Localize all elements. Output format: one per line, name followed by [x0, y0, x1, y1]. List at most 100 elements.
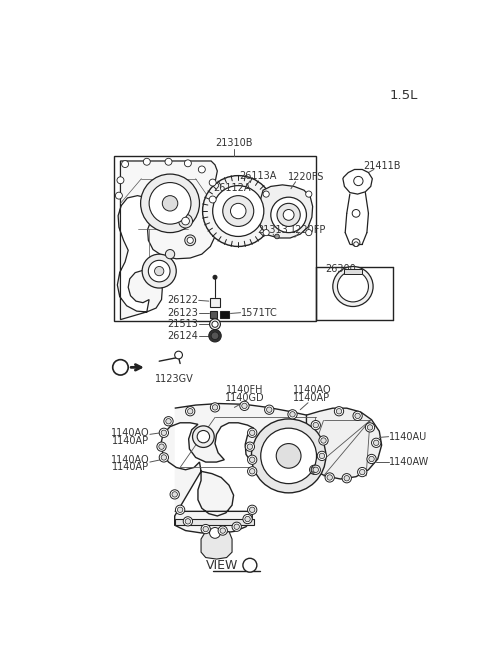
Circle shape: [373, 440, 379, 445]
Circle shape: [252, 419, 326, 493]
Text: 1140GD: 1140GD: [225, 393, 264, 403]
Circle shape: [162, 196, 178, 211]
Circle shape: [248, 505, 257, 514]
Circle shape: [234, 524, 240, 529]
Circle shape: [352, 210, 360, 217]
Circle shape: [201, 525, 210, 534]
Circle shape: [250, 457, 255, 462]
Circle shape: [310, 465, 319, 474]
Text: 1140AO: 1140AO: [293, 385, 331, 396]
Circle shape: [335, 407, 344, 416]
Text: A: A: [247, 560, 253, 571]
Circle shape: [319, 453, 324, 458]
Circle shape: [213, 275, 217, 279]
Circle shape: [197, 430, 210, 443]
Circle shape: [209, 179, 216, 186]
Circle shape: [232, 522, 241, 531]
Circle shape: [248, 455, 257, 464]
Circle shape: [203, 176, 274, 246]
Circle shape: [192, 426, 214, 447]
Circle shape: [261, 428, 316, 483]
Text: A: A: [118, 363, 123, 372]
Circle shape: [245, 442, 254, 451]
Circle shape: [248, 466, 257, 476]
Circle shape: [367, 424, 372, 430]
Circle shape: [312, 467, 317, 472]
Circle shape: [212, 405, 218, 410]
Circle shape: [198, 166, 205, 173]
Circle shape: [148, 260, 170, 282]
Polygon shape: [258, 185, 312, 238]
Text: 26113A: 26113A: [239, 172, 276, 181]
Circle shape: [155, 267, 164, 276]
Circle shape: [337, 271, 369, 302]
Circle shape: [243, 514, 252, 523]
Circle shape: [142, 254, 176, 288]
Text: 1220FP: 1220FP: [290, 225, 326, 234]
Bar: [210, 311, 217, 318]
Circle shape: [263, 191, 269, 197]
Circle shape: [313, 467, 318, 472]
Text: 1140AW: 1140AW: [389, 457, 430, 467]
Circle shape: [319, 436, 328, 445]
Circle shape: [367, 455, 376, 464]
Text: 1140AO: 1140AO: [110, 428, 149, 438]
Circle shape: [185, 519, 191, 524]
Circle shape: [245, 516, 250, 522]
Text: 21411B: 21411B: [364, 160, 401, 170]
Text: 1.5L: 1.5L: [390, 89, 418, 102]
Polygon shape: [299, 408, 382, 479]
Circle shape: [209, 329, 221, 342]
Circle shape: [159, 444, 164, 449]
Circle shape: [317, 451, 326, 460]
Circle shape: [117, 177, 124, 183]
Circle shape: [166, 250, 175, 259]
Circle shape: [372, 438, 381, 447]
Circle shape: [365, 422, 375, 432]
Circle shape: [184, 160, 192, 167]
Circle shape: [211, 332, 219, 340]
Circle shape: [306, 191, 312, 197]
Text: 1140AU: 1140AU: [389, 432, 428, 441]
Text: 1140AO: 1140AO: [110, 455, 149, 465]
Circle shape: [283, 210, 294, 220]
Circle shape: [166, 419, 171, 424]
Text: 1220FS: 1220FS: [288, 172, 324, 182]
Circle shape: [149, 183, 191, 224]
Polygon shape: [117, 161, 217, 320]
Circle shape: [161, 430, 167, 436]
Bar: [175, 519, 254, 525]
Circle shape: [181, 217, 190, 225]
Circle shape: [336, 409, 342, 414]
Circle shape: [179, 214, 192, 228]
Circle shape: [141, 174, 200, 233]
Circle shape: [250, 507, 255, 512]
Circle shape: [159, 453, 168, 462]
Text: 1123GV: 1123GV: [156, 374, 194, 384]
Circle shape: [209, 196, 216, 203]
Circle shape: [313, 422, 318, 428]
Circle shape: [333, 267, 373, 307]
Circle shape: [230, 203, 246, 219]
Circle shape: [325, 473, 335, 482]
Circle shape: [306, 229, 312, 236]
Text: 1140AP: 1140AP: [112, 462, 149, 472]
Circle shape: [311, 421, 321, 430]
Text: 26124: 26124: [167, 331, 198, 341]
Circle shape: [212, 321, 218, 328]
Circle shape: [175, 351, 182, 359]
Circle shape: [264, 405, 274, 415]
Circle shape: [220, 528, 226, 533]
Text: 26300: 26300: [325, 264, 356, 274]
Circle shape: [327, 475, 333, 480]
Text: 1571TC: 1571TC: [241, 308, 278, 318]
Bar: [210, 298, 220, 307]
Circle shape: [188, 409, 193, 414]
Circle shape: [203, 527, 208, 532]
Circle shape: [210, 527, 220, 538]
Circle shape: [115, 192, 122, 199]
Text: 1140AP: 1140AP: [112, 436, 149, 445]
Circle shape: [311, 465, 321, 474]
Circle shape: [271, 197, 306, 233]
Circle shape: [353, 411, 362, 421]
